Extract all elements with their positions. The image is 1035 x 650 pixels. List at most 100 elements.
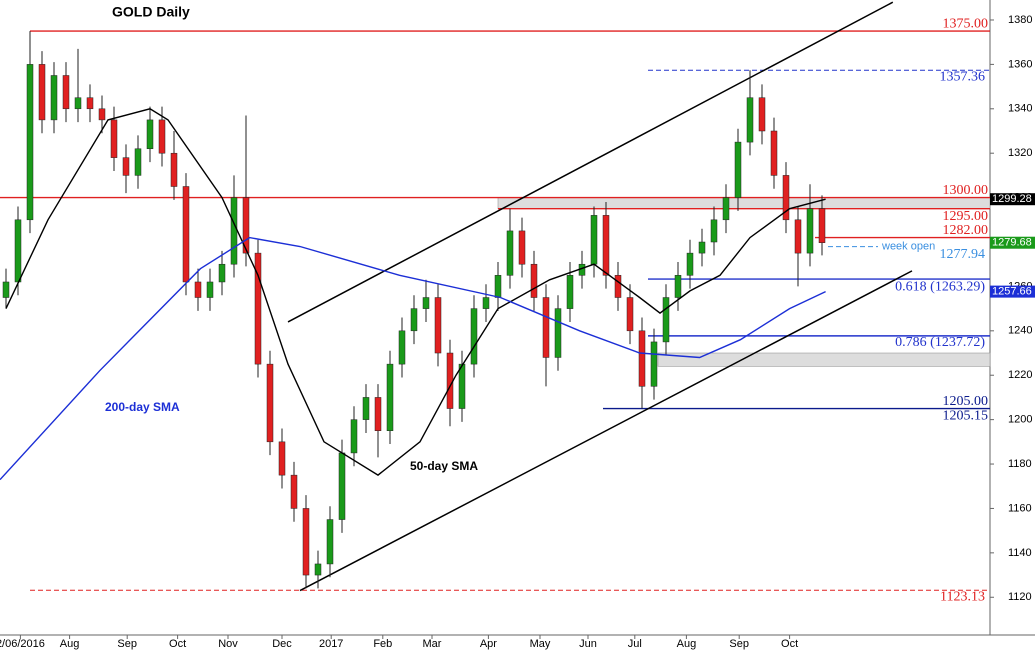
x-tick-label: Aug [60, 638, 80, 650]
sma50-label: 50-day SMA [410, 459, 478, 473]
candle-body [746, 97, 754, 143]
x-tick-label: Jul [628, 638, 642, 650]
x-tick-label: Aug [677, 638, 697, 650]
candle-body [86, 97, 94, 110]
candle-body [770, 130, 778, 176]
sma-line [0, 236, 826, 481]
candle-body [446, 352, 454, 409]
candle-body [134, 148, 142, 176]
candle-body [494, 275, 502, 298]
candle-body [458, 363, 466, 409]
candle-body [278, 441, 286, 476]
candle-body [518, 230, 526, 265]
level-label: 1205.00 [943, 394, 989, 409]
y-tick-label: 1320 [1008, 147, 1032, 159]
candle-body [650, 341, 658, 387]
candle-body [698, 241, 706, 254]
y-tick-label: 1200 [1008, 414, 1032, 426]
price-tag [990, 193, 1035, 206]
candle-body [806, 208, 814, 254]
level-label: 1282.00 [943, 223, 989, 238]
candle-body [782, 175, 790, 221]
candle-body [722, 197, 730, 221]
channel-line [299, 270, 913, 592]
level-label: 1300.00 [943, 183, 989, 198]
candle-body [26, 64, 34, 221]
candle-body [686, 252, 694, 276]
candle-body [470, 308, 478, 365]
x-tick-label: Mar [423, 638, 442, 650]
level-label: 0.786 (1237.72) [895, 335, 985, 350]
x-tick-label: Nov [218, 638, 238, 650]
candle-body [542, 297, 550, 358]
candle-body [146, 119, 154, 150]
candle-body [674, 275, 682, 298]
x-tick-label: Jun [579, 638, 597, 650]
chart-title: GOLD Daily [112, 4, 190, 20]
candle-body [566, 275, 574, 309]
level-note: week open [881, 240, 935, 252]
candle-body [182, 186, 190, 283]
candle-body [386, 363, 394, 431]
candle-body [218, 263, 226, 283]
x-tick-label: Dec [272, 638, 292, 650]
candle-body [38, 64, 46, 121]
sma-line [5, 108, 826, 476]
zone [657, 352, 991, 367]
candle-body [398, 330, 406, 365]
level-label: 1357.36 [940, 69, 986, 84]
level-label: 1205.15 [943, 408, 989, 423]
candle-body [122, 157, 130, 176]
y-tick-label: 1380 [1008, 14, 1032, 26]
candle-body [14, 219, 22, 283]
candle-body [818, 208, 826, 243]
x-tick-label: 2/06/2016 [0, 638, 45, 650]
candle-body [626, 297, 634, 332]
x-tick-label: Sep [729, 638, 749, 650]
x-tick-label: Apr [480, 638, 497, 650]
candle-body [62, 75, 70, 110]
candle-body [602, 215, 610, 276]
level-label: 1277.94 [940, 247, 986, 262]
x-tick-label: Oct [781, 638, 798, 650]
candle-body [794, 219, 802, 254]
x-tick-label: Oct [169, 638, 186, 650]
candle-body [206, 281, 214, 298]
level-label: 1123.13 [940, 590, 985, 605]
candle-body [2, 281, 10, 298]
candle-body [554, 308, 562, 358]
y-tick-label: 1180 [1008, 458, 1032, 470]
y-tick-label: 1160 [1008, 502, 1032, 514]
y-tick-label: 1220 [1008, 369, 1032, 381]
candle-body [506, 230, 514, 276]
candle-body [374, 397, 382, 431]
candle-body [422, 297, 430, 309]
candle-body [350, 419, 358, 454]
candle-body [638, 330, 646, 387]
candle-body [314, 563, 322, 576]
candle-body [194, 281, 202, 298]
price-tag-label: 1279.68 [992, 237, 1032, 249]
y-tick-label: 1140 [1008, 547, 1032, 559]
candle-body [662, 297, 670, 343]
candle-body [434, 297, 442, 354]
candle-body [266, 363, 274, 443]
candle-body [302, 508, 310, 576]
candle-body [170, 152, 178, 187]
candle-body [326, 519, 334, 565]
channel-line [287, 1, 894, 323]
candle-body [590, 215, 598, 265]
x-tick-label: Feb [373, 638, 392, 650]
candle-body [734, 141, 742, 198]
zone [497, 197, 991, 210]
candle-body [254, 252, 262, 365]
x-tick-label: 2017 [319, 638, 343, 650]
candle-body [362, 397, 370, 420]
candle-body [758, 97, 766, 132]
candle-body [410, 308, 418, 332]
candle-body [710, 219, 718, 243]
y-tick-label: 1240 [1008, 325, 1032, 337]
candle-body [530, 263, 538, 298]
